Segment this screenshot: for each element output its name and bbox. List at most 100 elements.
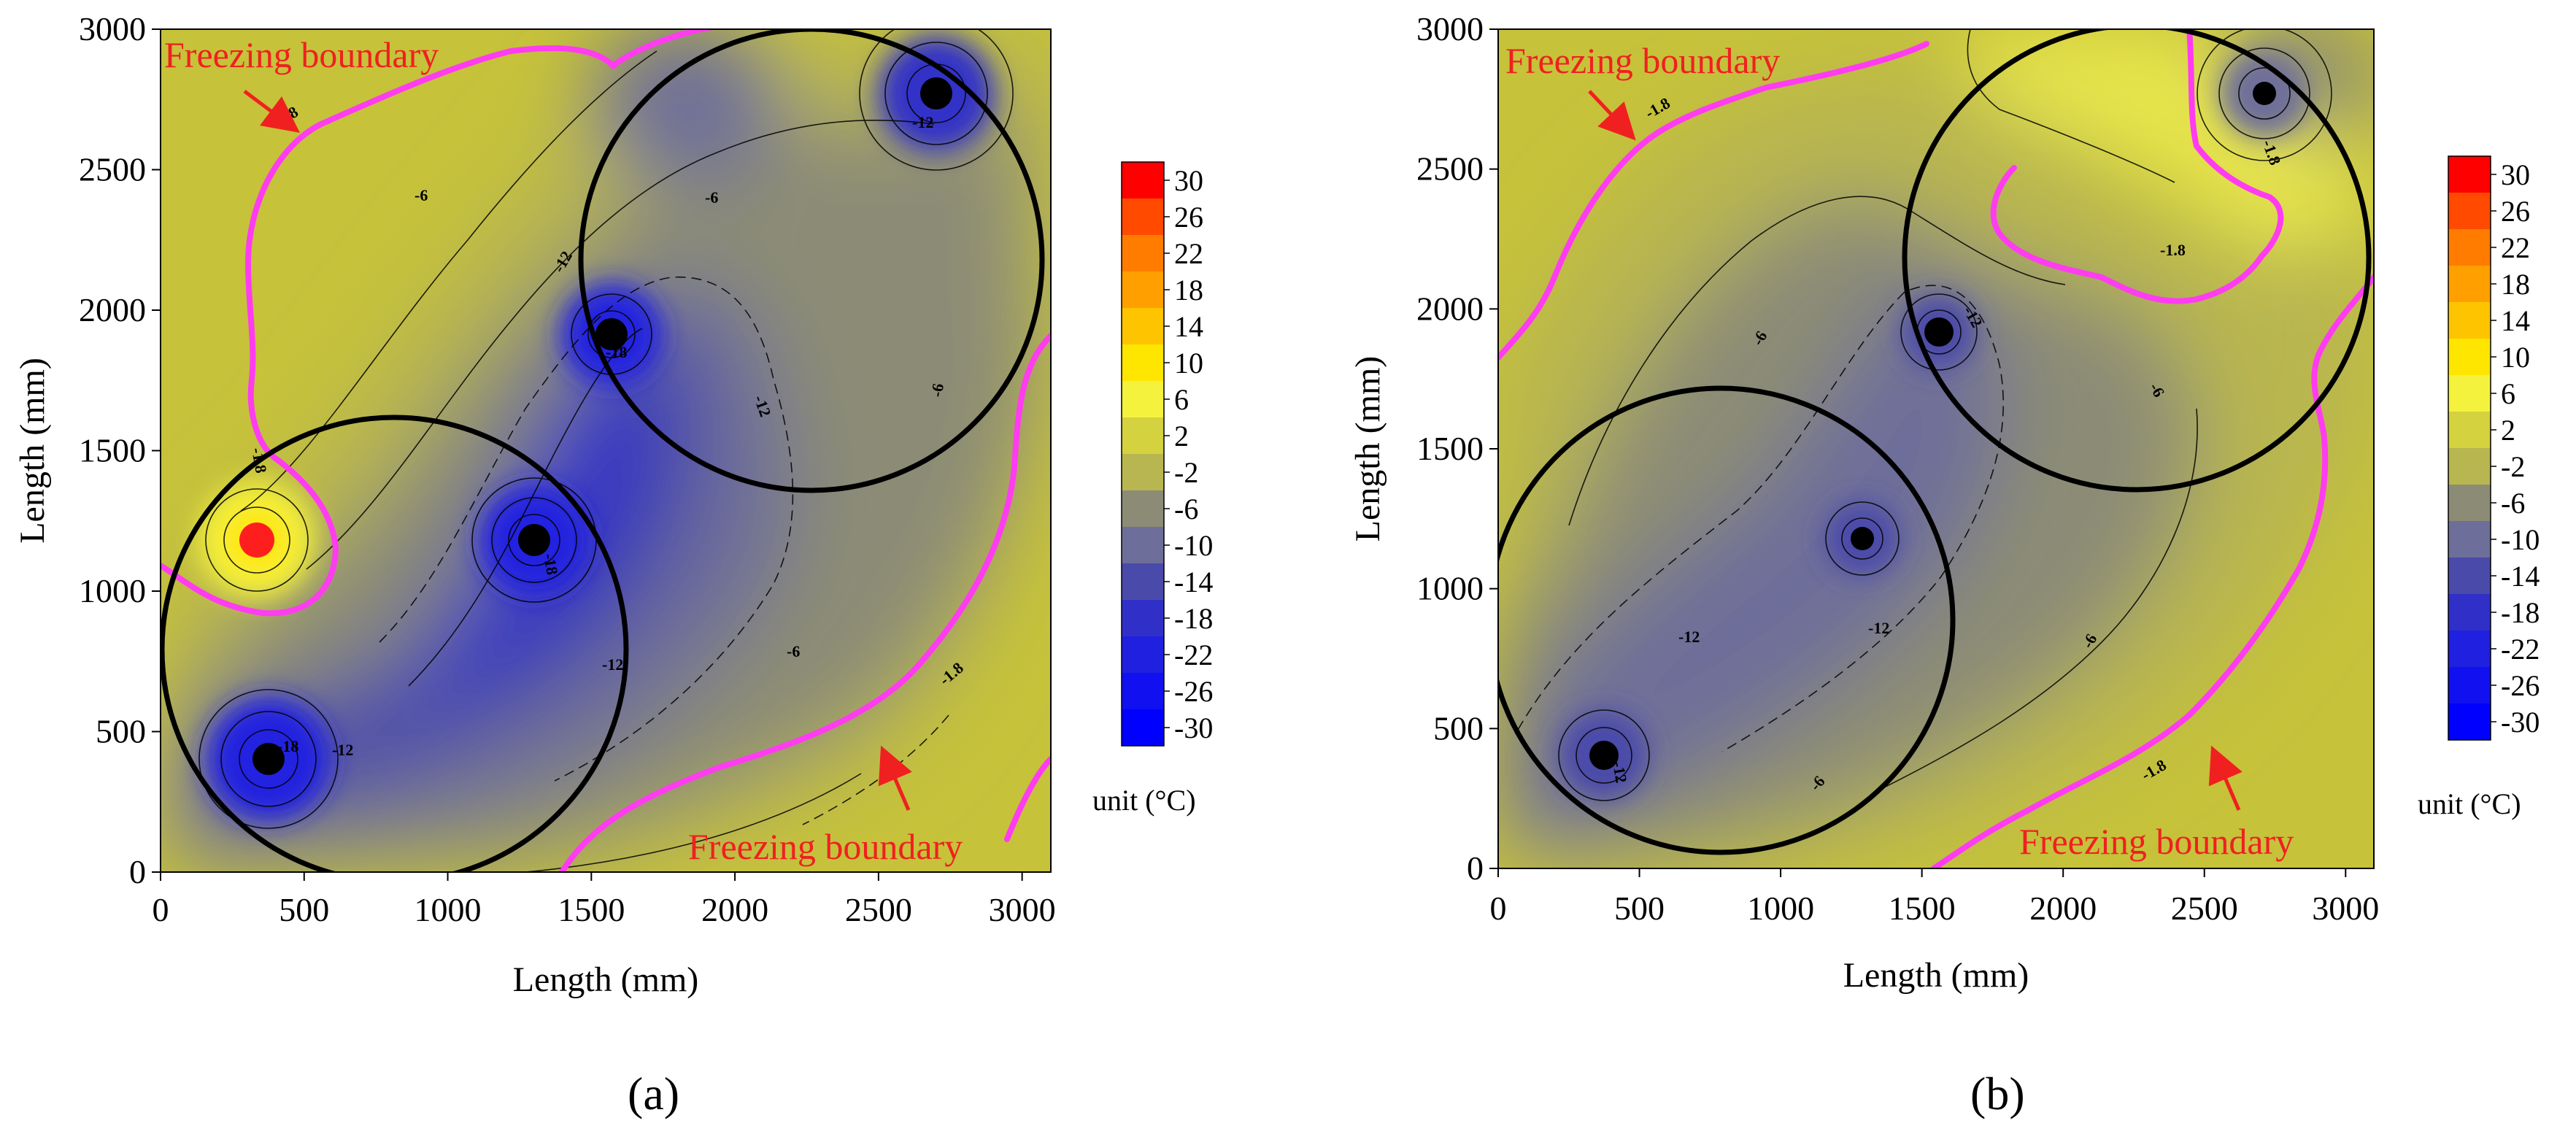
x-tick-label: 0 <box>153 891 169 928</box>
colorbar-label: 18 <box>1174 274 1203 307</box>
colorbar-swatch <box>2448 448 2491 485</box>
colorbar-label: 2 <box>2501 414 2515 447</box>
colorbar-swatch <box>1122 673 1164 710</box>
panel-b-freeze-pipe-4 <box>2253 82 2276 105</box>
x-tick-label: 500 <box>1614 890 1665 927</box>
colorbar-frame <box>1121 161 1165 747</box>
colorbar-swatch <box>1122 308 1164 345</box>
colorbar-swatch <box>2448 667 2491 704</box>
x-tick-label: 1500 <box>558 891 625 928</box>
contour-label: -1.8 <box>248 447 271 475</box>
x-tick-label: 1000 <box>1747 890 1814 927</box>
panel-a-arrow-bottom <box>878 745 912 811</box>
colorbar-swatch <box>1122 198 1164 236</box>
colorbar-label: 26 <box>2501 195 2530 228</box>
colorbar-swatch <box>1122 490 1164 528</box>
panel-b-freeze-pipe-2 <box>1851 527 1874 550</box>
x-tick-label: 3000 <box>2312 890 2379 927</box>
colorbar-swatch <box>2448 302 2491 339</box>
x-tick-label: 2500 <box>845 891 912 928</box>
panel-a-heater <box>239 523 274 558</box>
x-tick-label: 2000 <box>701 891 768 928</box>
panel-a-axes: 0 500 1000 1500 2000 2500 3000 0 500 1000 1500 2000… <box>13 10 1056 999</box>
colorbar-label: 6 <box>2501 377 2515 410</box>
colorbar-label: -22 <box>1174 639 1213 671</box>
panel-a-contour-field: -1.8 -1.8 -1.8 -6 -6 -6 -6 -12 -12 -12 -… <box>161 29 1051 872</box>
colorbar-label: -26 <box>2501 669 2540 702</box>
y-tick-label: 1500 <box>79 432 146 469</box>
x-tick-label: 500 <box>279 891 329 928</box>
contour-label: -12 <box>1609 760 1631 784</box>
panel-b-freezing-label-bottom: Freezing boundary <box>2019 821 2294 862</box>
colorbar-label: -2 <box>1174 456 1198 489</box>
x-axis-label: Length (mm) <box>1843 956 2029 995</box>
y-tick-label: 0 <box>129 853 146 890</box>
contour-label: -6 <box>787 642 800 660</box>
colorbar-label: 18 <box>2501 268 2530 301</box>
colorbar-label: -18 <box>1174 602 1213 635</box>
colorbar-swatch <box>2448 703 2491 741</box>
colorbar-swatch <box>2448 631 2491 668</box>
colorbar-frame <box>2448 155 2491 741</box>
panel-a: -1.8 -1.8 -1.8 -6 -6 -6 -6 -12 -12 -12 -… <box>13 10 1213 1119</box>
y-axis-label: Length (mm) <box>1349 356 1387 542</box>
colorbar-swatch <box>2448 521 2491 558</box>
panel-b: -1.8 -1.8 -1.8 -1.8 -6 -6 -6 -6 -12 -12 … <box>1349 10 2540 1119</box>
panel-b-label: (b) <box>1970 1068 2025 1119</box>
colorbar-label: -10 <box>1174 529 1213 562</box>
panel-b-freeze-pipe-3 <box>1924 317 1954 347</box>
y-tick-label: 2000 <box>1416 290 1484 327</box>
colorbar-swatch <box>2448 229 2491 266</box>
contour-label: -12 <box>1678 628 1700 646</box>
x-tick-label: 1000 <box>414 891 482 928</box>
colorbar-swatch <box>1122 709 1164 747</box>
colorbar-label: 10 <box>2501 341 2530 374</box>
contour-label: -18 <box>277 737 298 755</box>
panel-a-label: (a) <box>628 1068 679 1119</box>
panel-a-freeze-pipe-4 <box>920 77 952 109</box>
x-tick-label: 3000 <box>989 891 1056 928</box>
colorbar-swatch <box>2448 558 2491 595</box>
panel-a-circles <box>161 29 1045 872</box>
colorbar-swatch <box>1122 381 1164 418</box>
x-tick-label: 1500 <box>1889 890 1956 927</box>
colorbar-swatch <box>1122 563 1164 601</box>
panel-a-arrow-top <box>243 90 300 133</box>
contour-label: -1.8 <box>2160 241 2186 259</box>
contour-label: -6 <box>927 382 947 398</box>
colorbar-label: -22 <box>2501 633 2540 666</box>
y-tick-label: 1000 <box>1416 570 1484 607</box>
colorbar-label: -14 <box>1174 566 1213 598</box>
colorbar-swatch <box>1122 636 1164 674</box>
colorbar-swatch <box>2448 412 2491 449</box>
y-tick-label: 3000 <box>1416 10 1484 47</box>
colorbar-label: 26 <box>1174 201 1203 234</box>
colorbar-label: -10 <box>2501 523 2540 556</box>
colorbar-label: 30 <box>1174 164 1203 197</box>
panel-b-arrow-top <box>1588 90 1636 141</box>
contour-label: -12 <box>332 741 353 759</box>
y-axis-label: Length (mm) <box>13 358 52 544</box>
colorbar-label: -30 <box>2501 706 2540 739</box>
panel-b-arrow-bottom <box>2208 745 2243 811</box>
panel-b-freezing-boundary <box>1498 29 2374 868</box>
y-tick-label: 500 <box>96 713 146 750</box>
colorbar-swatch <box>1122 235 1164 272</box>
colorbar-label: 14 <box>2501 304 2530 337</box>
colorbar-swatch <box>1122 454 1164 491</box>
colorbar-label: -6 <box>1174 493 1198 525</box>
colorbar-swatch <box>1122 417 1164 455</box>
x-axis-label: Length (mm) <box>513 960 699 999</box>
contour-label: -12 <box>1868 619 1889 637</box>
panel-b-circles <box>1498 29 2372 855</box>
colorbar-label: -30 <box>1174 712 1213 744</box>
colorbar-swatch <box>2448 339 2491 376</box>
colorbar-swatch <box>1122 271 1164 309</box>
panel-a-freezing-label-bottom: Freezing boundary <box>688 826 963 867</box>
y-tick-label: 500 <box>1433 709 1484 747</box>
panel-a-unit-label: unit (°C) <box>1092 784 1196 817</box>
colorbar-swatch <box>2448 266 2491 303</box>
panel-a-freeze-pipe-3 <box>595 318 628 350</box>
y-tick-label: 2000 <box>79 291 146 328</box>
